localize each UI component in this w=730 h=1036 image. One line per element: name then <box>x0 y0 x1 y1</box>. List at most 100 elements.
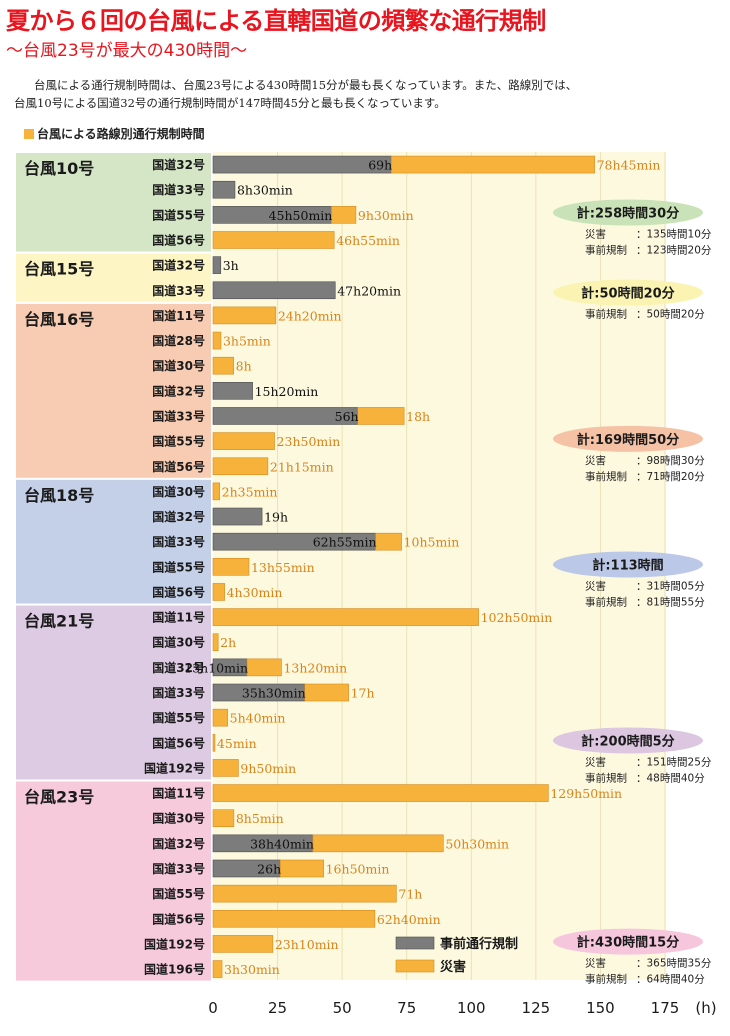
bar-disaster <box>390 155 595 174</box>
bar-label-disaster: 21h15min <box>270 459 334 474</box>
road-label: 国道56号 <box>152 735 205 750</box>
total-label: 計:50時間20分 <box>581 286 674 302</box>
breakdown-value: ：48時間40分 <box>636 773 705 785</box>
road-label: 国道32号 <box>152 258 205 273</box>
road-label: 国道32号 <box>152 157 205 172</box>
breakdown-value: ：81時間55分 <box>636 597 705 609</box>
bar-disaster <box>212 331 222 350</box>
road-label: 国道56号 <box>152 459 205 474</box>
group-label: 台風10号 <box>24 159 94 178</box>
bar-label-disaster: 5h40min <box>230 711 286 726</box>
bar-pre-regulation <box>212 281 336 300</box>
bar-label-pre: 47h20min <box>337 283 401 298</box>
breakdown-name: 災害 <box>585 957 606 970</box>
bar-label-disaster: 8h <box>236 359 252 374</box>
road-label: 国道11号 <box>152 610 205 625</box>
bar-disaster <box>212 708 228 727</box>
bar-label-disaster: 17h <box>351 686 375 701</box>
group-label: 台風18号 <box>24 486 94 505</box>
x-tick-label: 50 <box>333 999 352 1017</box>
total-label: 計:113時間 <box>592 558 663 574</box>
bar-disaster <box>212 733 216 752</box>
road-label: 国道33号 <box>152 534 205 549</box>
total-label: 計:258時間30分 <box>577 206 679 222</box>
bar-disaster <box>304 683 349 702</box>
bar-label-disaster: 46h55min <box>336 233 400 248</box>
x-tick-label: 0 <box>208 999 218 1017</box>
road-label: 国道28号 <box>152 333 205 348</box>
bar-label-pre: 62h55min <box>313 535 377 550</box>
group-band <box>16 153 211 252</box>
road-label: 国道56号 <box>152 232 205 247</box>
x-tick-label: 75 <box>397 999 416 1017</box>
legend-swatch-disaster <box>395 959 435 973</box>
breakdown-value: ：123時間20分 <box>636 245 712 257</box>
road-label: 国道192号 <box>144 760 205 775</box>
total-label: 計:430時間15分 <box>577 935 679 951</box>
road-label: 国道33号 <box>152 861 205 876</box>
bar-disaster <box>212 306 277 325</box>
legend-title-text: 台風による路線別通行規制時間 <box>37 127 205 141</box>
bar-pre-regulation <box>212 256 222 274</box>
breakdown-name: 災害 <box>585 756 606 769</box>
x-axis-unit: (h) <box>695 999 716 1017</box>
bar-disaster <box>212 960 223 978</box>
bar-label-disaster: 102h50min <box>481 610 553 625</box>
road-label: 国道192号 <box>144 936 205 951</box>
group-band <box>16 303 211 478</box>
bar-label-pre: 8h30min <box>237 183 293 198</box>
bar-disaster <box>212 784 549 802</box>
road-label: 国道55号 <box>152 434 205 449</box>
road-label: 国道32号 <box>152 383 205 398</box>
bar-disaster <box>246 658 282 677</box>
road-label: 国道11号 <box>152 786 205 801</box>
description-line: 台風10号による国道32号の通行規制時間が147時間45分と最も長くなっています… <box>14 96 446 110</box>
total-badge <box>553 425 703 452</box>
breakdown-name: 事前規制 <box>585 308 627 321</box>
bar-label-pre: 19h <box>264 510 288 525</box>
bar-label-pre: 45h50min <box>269 208 333 223</box>
bar-disaster <box>212 482 220 501</box>
road-label: 国道55号 <box>152 886 205 901</box>
total-label: 計:169時間50分 <box>577 432 679 448</box>
bar-label-disaster: 2h35min <box>222 484 278 499</box>
breakdown-name: 事前規制 <box>585 244 627 257</box>
bar-label-disaster: 4h30min <box>227 585 283 600</box>
road-label: 国道32号 <box>152 660 205 675</box>
road-label: 国道56号 <box>152 911 205 926</box>
bar-label-disaster: 10h5min <box>404 535 460 550</box>
bar-label-disaster: 18h <box>406 409 430 424</box>
breakdown-name: 事前規制 <box>585 973 627 986</box>
bar-label-disaster: 45min <box>217 736 257 751</box>
road-label: 国道30号 <box>152 811 205 826</box>
road-label: 国道56号 <box>152 584 205 599</box>
bar-label-disaster: 3h5min <box>223 334 271 349</box>
bar-label-pre: 35h30min <box>242 686 306 701</box>
legend-label-pre: 事前通行規制 <box>440 936 518 952</box>
road-label: 国道30号 <box>152 635 205 650</box>
group-label: 台風15号 <box>24 260 94 279</box>
bar-label-pre: 69h <box>368 158 392 173</box>
bar-pre-regulation <box>212 155 392 174</box>
bar-label-disaster: 23h50min <box>277 434 341 449</box>
bar-label-disaster: 24h20min <box>278 308 342 323</box>
bar-label-pre: 26h <box>257 861 281 876</box>
breakdown-value: ：50時間20分 <box>636 309 705 321</box>
road-label: 国道33号 <box>152 283 205 298</box>
bar-disaster <box>212 633 219 652</box>
x-tick-label: 100 <box>457 999 486 1017</box>
bar-disaster <box>212 558 250 576</box>
group-label: 台風16号 <box>24 310 94 329</box>
road-label: 国道55号 <box>152 207 205 222</box>
legend-title: 台風による路線別通行規制時間 <box>24 125 205 142</box>
road-label: 国道33号 <box>152 408 205 423</box>
breakdown-name: 災害 <box>585 454 606 467</box>
bar-label-disaster: 16h50min <box>326 861 390 876</box>
description: 台風による通行規制時間は、台風23号による430時間15分が最も長くなっています… <box>14 76 726 112</box>
bar-label-disaster: 9h50min <box>240 761 296 776</box>
bar-label-pre: 13h10min <box>184 660 248 675</box>
bar-disaster <box>279 859 324 878</box>
bar-disaster <box>212 884 397 903</box>
bar-disaster <box>212 935 274 953</box>
bar-label-pre: 38h40min <box>250 836 314 851</box>
